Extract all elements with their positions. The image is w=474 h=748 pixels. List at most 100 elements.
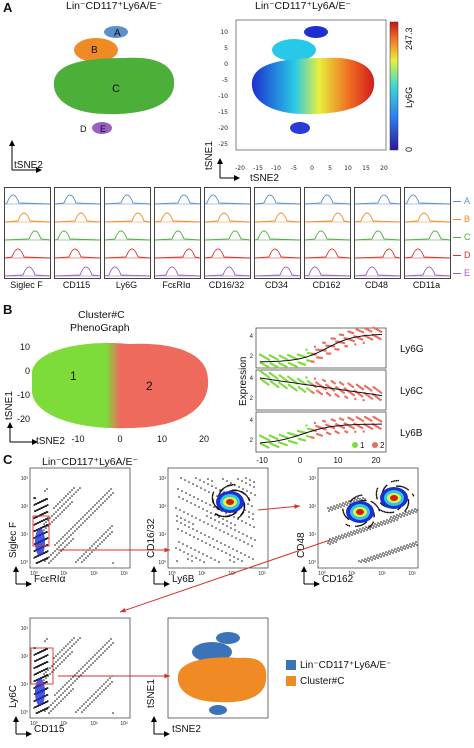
flow-event — [236, 550, 238, 552]
flow-event — [342, 502, 344, 504]
flow-event — [196, 530, 198, 532]
flow-event — [46, 517, 49, 519]
flow-event — [238, 490, 241, 492]
histogram-curve — [204, 212, 251, 223]
flow-event — [379, 523, 381, 525]
flow-event — [335, 536, 337, 538]
trend-fit-line — [259, 423, 382, 444]
trend-point — [370, 389, 373, 392]
flow-event — [58, 696, 60, 698]
panel-letter-b: B — [3, 302, 13, 317]
flow-event — [191, 560, 193, 562]
histogram-curve — [4, 230, 51, 241]
histogram-legend-item: D — [453, 250, 471, 260]
flow-event — [43, 676, 45, 678]
flow-event — [359, 494, 361, 497]
flow-event — [45, 525, 47, 527]
flow-event — [45, 505, 48, 507]
flow-event — [356, 499, 358, 501]
flow-event — [34, 497, 37, 499]
flow-event — [69, 653, 71, 655]
flow-event — [191, 515, 193, 517]
flow-event — [211, 494, 214, 497]
flow-event — [226, 484, 229, 487]
flow-event — [55, 517, 57, 519]
trend-point — [303, 439, 307, 442]
flow-event — [107, 529, 109, 531]
legend-label: A — [464, 196, 471, 206]
flow-event — [377, 557, 379, 559]
flow-event — [45, 671, 47, 673]
flow-event — [52, 552, 54, 554]
panel-b-ytick: 10 — [20, 342, 30, 352]
flow-event — [405, 546, 407, 548]
flow-event — [250, 537, 252, 539]
flow-ytick: 10⁰ — [20, 560, 28, 566]
flow-event — [39, 658, 41, 660]
flow-event — [89, 703, 91, 705]
flow-event — [46, 498, 49, 500]
flow-event — [46, 537, 49, 539]
flow-event — [99, 687, 101, 689]
trend-point — [333, 382, 336, 385]
flow-event — [198, 551, 200, 553]
flow-event — [200, 532, 202, 534]
flow-event — [70, 540, 72, 542]
flow-event — [88, 510, 90, 512]
flow-event — [86, 518, 88, 520]
flow-event — [62, 692, 64, 694]
flow-event — [86, 662, 88, 664]
trend-point — [341, 333, 345, 337]
flow-event — [60, 550, 62, 552]
panel-letter-c: C — [3, 452, 13, 467]
histogram-box — [404, 187, 451, 279]
flow-event — [250, 492, 252, 494]
flow-event — [76, 678, 78, 680]
flow-event — [74, 680, 76, 682]
flow-event — [175, 547, 177, 549]
histogram-curve — [354, 230, 401, 241]
flow-event — [73, 643, 75, 645]
flow-event — [178, 541, 180, 543]
histogram-curve — [254, 266, 301, 277]
flow-event — [88, 666, 90, 668]
histogram-curve — [104, 230, 151, 241]
flow-event — [234, 489, 237, 491]
histogram-curve — [404, 212, 451, 223]
flow-xlabel: Ly6B — [172, 574, 195, 585]
flow-event — [243, 504, 246, 506]
flow-event — [99, 537, 101, 539]
flow-event — [107, 535, 109, 537]
panel-b-title-line1: Cluster#C — [78, 309, 125, 321]
flow-event — [104, 500, 106, 502]
flow-event — [375, 556, 377, 558]
flow-event — [243, 541, 245, 543]
flow-event — [196, 485, 198, 487]
flow-event — [367, 527, 369, 529]
trend-ytick: 2 — [250, 438, 254, 444]
flow-event — [76, 522, 78, 524]
flow-event — [60, 700, 62, 702]
flow-event — [76, 672, 78, 674]
trend-point — [337, 348, 340, 351]
flow-event — [365, 526, 367, 528]
flow-event — [246, 495, 248, 498]
flow-event — [251, 505, 253, 507]
flow-xlabel: CD162 — [322, 574, 354, 585]
trend-point — [362, 398, 365, 402]
panel-a-xtick: -5 — [291, 165, 297, 172]
flow-event — [399, 548, 401, 550]
flow-event — [214, 519, 216, 521]
trend-point — [352, 427, 355, 430]
flow-event — [77, 559, 79, 561]
legend-label: Cluster#C — [300, 676, 345, 687]
trend-point — [285, 365, 288, 369]
flow-event — [219, 529, 221, 531]
flow-event — [34, 517, 36, 519]
flow-event — [46, 638, 48, 640]
flow-event — [109, 677, 111, 679]
legend-label: Lin⁻CD117⁺Ly6A/E⁻ — [300, 660, 392, 671]
panel-a-right-axes-arrows — [217, 158, 240, 181]
flow-event — [380, 509, 383, 512]
histogram-curve — [204, 266, 251, 277]
